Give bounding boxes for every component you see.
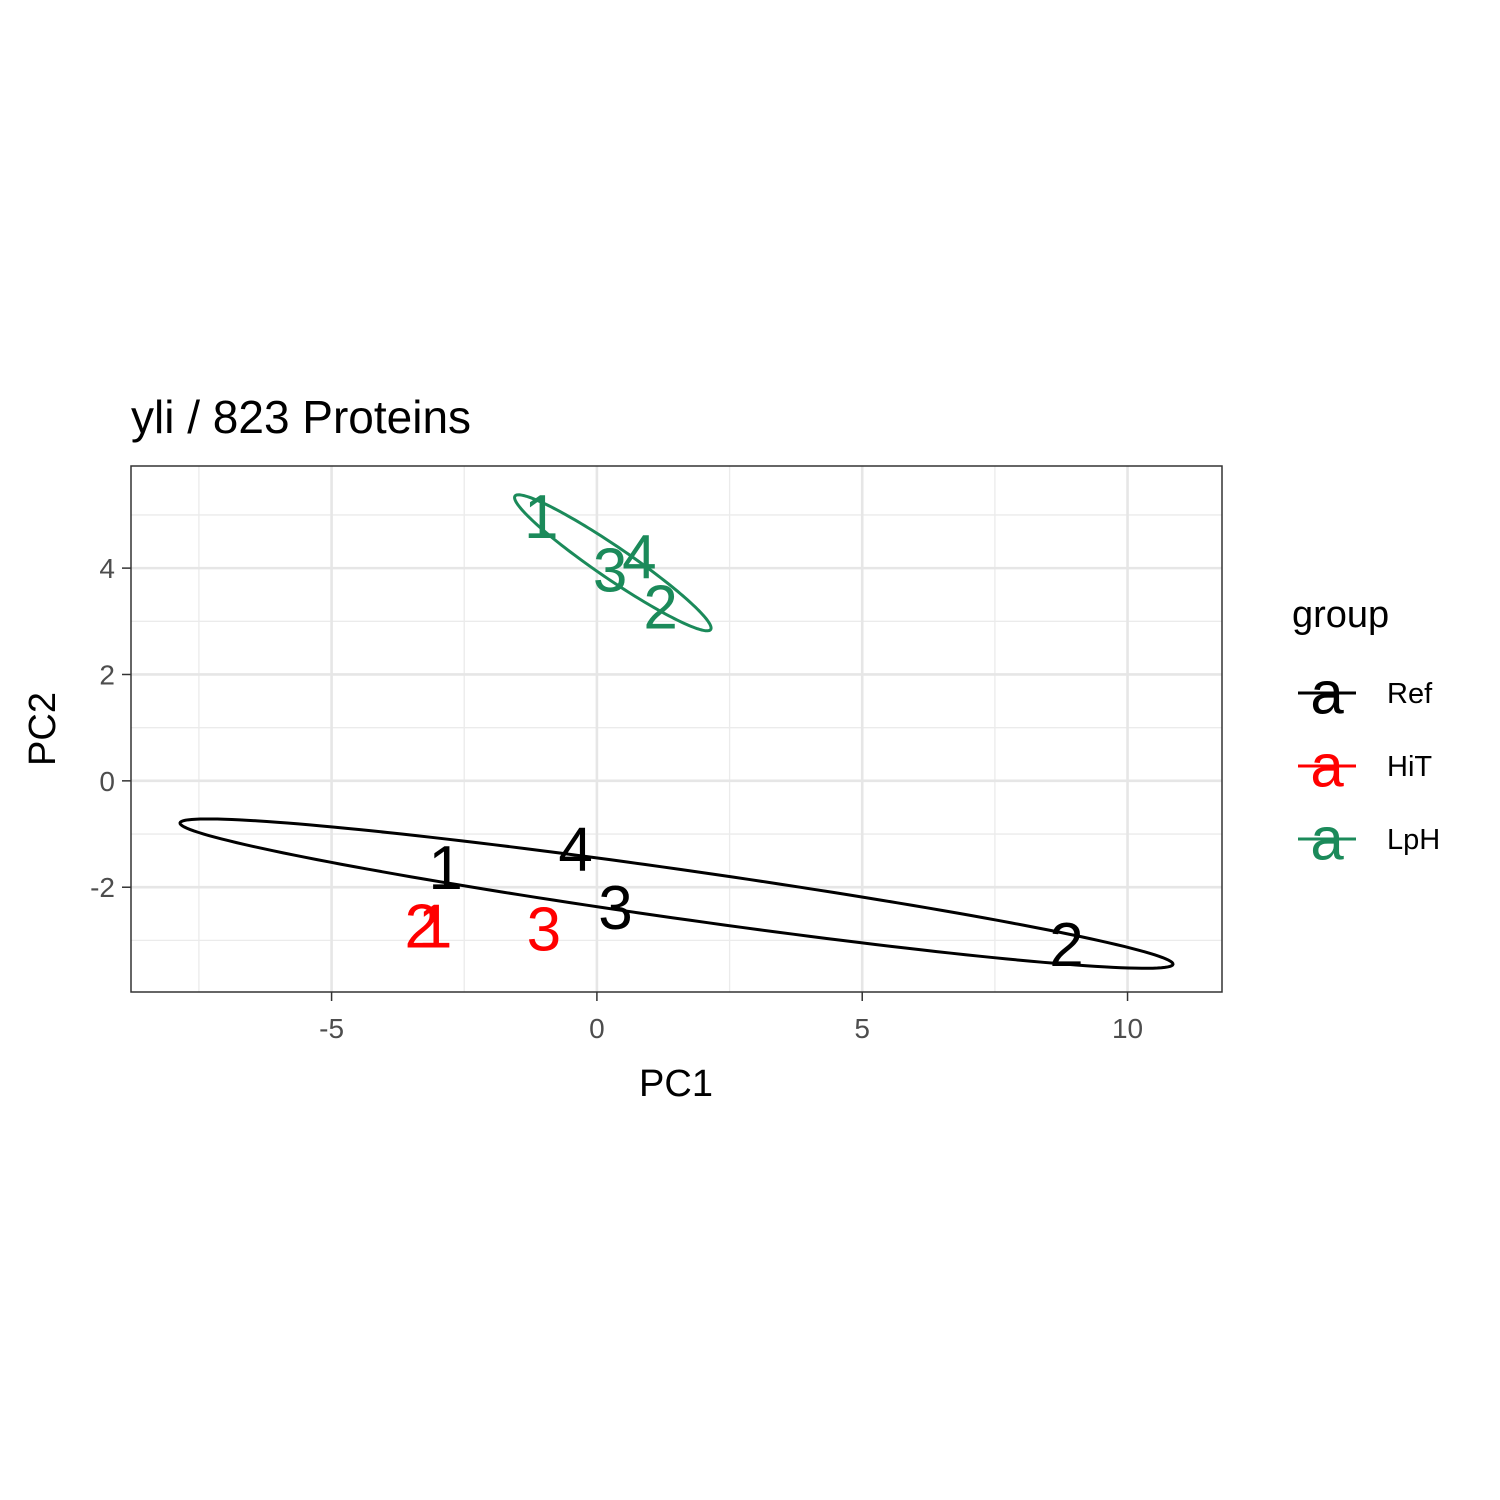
point-lph-4: 4 bbox=[622, 523, 656, 592]
point-lph-2: 2 bbox=[643, 574, 677, 643]
y-tick-label: 0 bbox=[99, 766, 115, 797]
point-lph-1: 1 bbox=[524, 483, 558, 552]
x-tick-label: -5 bbox=[319, 1013, 344, 1044]
ellipse-lph bbox=[513, 493, 713, 633]
legend-title: group bbox=[1292, 594, 1389, 636]
y-tick-label: 4 bbox=[99, 553, 115, 584]
point-hit-3: 3 bbox=[527, 895, 561, 964]
ellipse-ref bbox=[178, 817, 1175, 970]
point-ref-4: 4 bbox=[558, 815, 592, 884]
plot-panel-border bbox=[130, 465, 1223, 993]
legend-label-ref: Ref bbox=[1387, 678, 1433, 710]
x-tick-label: 5 bbox=[854, 1013, 870, 1044]
point-hit-2: 2 bbox=[405, 893, 439, 962]
point-ref-1: 1 bbox=[428, 834, 462, 903]
point-ref-3: 3 bbox=[598, 874, 632, 943]
legend-item-lph: a LpH bbox=[1298, 806, 1440, 873]
y-tick-label: -2 bbox=[90, 872, 115, 903]
x-tick-label: 0 bbox=[589, 1013, 605, 1044]
confidence-ellipses bbox=[178, 493, 1175, 970]
minor-gridlines bbox=[131, 466, 1222, 992]
y-axis-ticks: -2 0 2 4 bbox=[90, 553, 131, 903]
chart-title: yli / 823 Proteins bbox=[131, 391, 471, 443]
major-gridlines bbox=[131, 466, 1222, 992]
legend-item-ref: a Ref bbox=[1298, 660, 1433, 727]
plot-background bbox=[131, 466, 1222, 992]
point-ref-2: 2 bbox=[1049, 911, 1083, 980]
x-tick-label: 10 bbox=[1112, 1013, 1143, 1044]
y-tick-label: 2 bbox=[99, 659, 115, 690]
legend-label-hit: HiT bbox=[1387, 751, 1432, 783]
point-hit-1: 1 bbox=[418, 893, 452, 962]
x-axis-title: PC1 bbox=[639, 1063, 713, 1105]
legend-item-hit: a HiT bbox=[1298, 733, 1432, 800]
point-lph-3: 3 bbox=[593, 536, 627, 605]
x-axis-ticks: -5 0 5 10 bbox=[319, 992, 1143, 1044]
legend-label-lph: LpH bbox=[1387, 824, 1440, 856]
y-axis-title: PC2 bbox=[22, 692, 64, 766]
